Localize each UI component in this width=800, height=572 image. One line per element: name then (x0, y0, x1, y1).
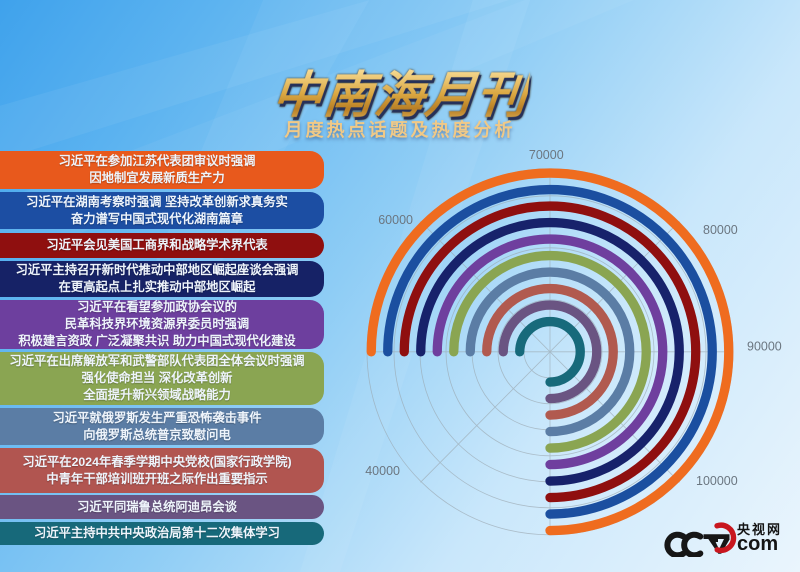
svg-text:90000: 90000 (747, 340, 782, 354)
svg-text:100000: 100000 (696, 474, 738, 488)
svg-text:60000: 60000 (378, 213, 413, 227)
svg-text:40000: 40000 (365, 464, 400, 478)
svg-text:70000: 70000 (529, 148, 564, 162)
svg-text:80000: 80000 (703, 223, 738, 237)
